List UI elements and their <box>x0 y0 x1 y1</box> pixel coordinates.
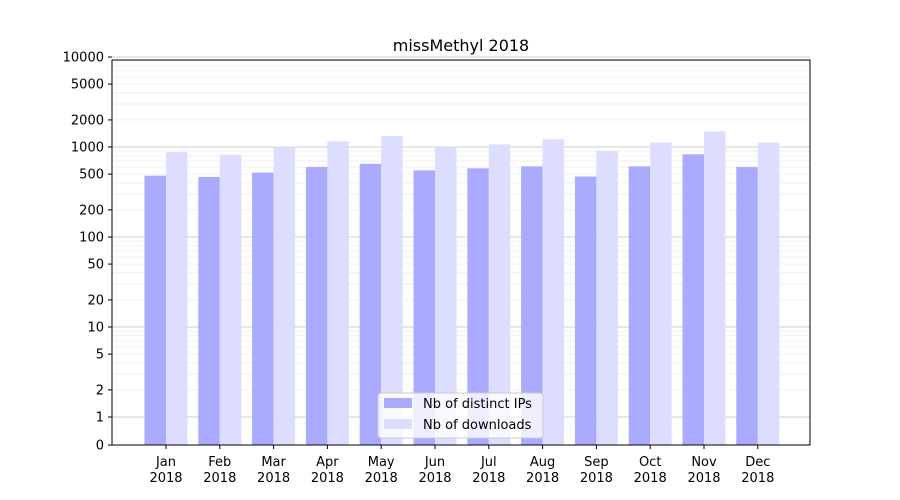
y-tick-label: 5000 <box>71 78 104 93</box>
y-axis: 0 1 2 5 10 20 50 100 200 500 1000 2000 5000 10000 <box>63 51 112 454</box>
y-tick-label: 2 <box>96 383 104 398</box>
bar-downloads <box>273 146 296 445</box>
x-tick-label-month: Oct <box>639 455 661 470</box>
legend: Nb of distinct IPs Nb of downloads <box>377 392 544 439</box>
bar-distinct-ips <box>628 166 651 445</box>
bar-distinct-ips <box>574 176 597 445</box>
x-tick-label-year: 2018 <box>257 471 290 486</box>
bar-distinct-ips <box>467 168 489 445</box>
y-tick-label: 1000 <box>71 141 104 156</box>
bar-distinct-ips <box>682 154 704 446</box>
x-tick-label-year: 2018 <box>311 471 344 486</box>
bar-downloads <box>219 154 242 445</box>
legend-swatch-distinct-ips <box>384 398 412 408</box>
x-tick-label-month: Jul <box>480 455 497 470</box>
legend-box <box>377 392 544 439</box>
bar-downloads <box>435 146 457 445</box>
bar-distinct-ips <box>736 166 758 446</box>
bar-downloads <box>596 151 618 446</box>
bar-distinct-ips <box>359 163 382 445</box>
x-tick-label-year: 2018 <box>472 471 505 486</box>
x-tick-label-month: Sep <box>584 455 609 470</box>
bars <box>144 131 780 446</box>
legend-swatch-downloads <box>384 419 412 429</box>
bar-distinct-ips <box>305 166 328 446</box>
plot-frame <box>111 59 811 446</box>
bar-downloads <box>166 151 188 445</box>
x-tick-label-month: Apr <box>316 455 339 470</box>
y-tick-label: 2000 <box>71 113 104 128</box>
y-tick-label: 50 <box>87 258 104 273</box>
bar-downloads <box>327 141 349 445</box>
bar-distinct-ips <box>198 176 220 445</box>
y-tick-label: 20 <box>87 293 104 308</box>
bar-distinct-ips <box>413 170 435 445</box>
bar-distinct-ips <box>252 172 274 445</box>
y-tick-label: 500 <box>79 168 104 183</box>
legend-label-distinct-ips: Nb of distinct IPs <box>423 397 532 412</box>
y-tick-label: 10 <box>87 321 104 336</box>
x-tick-label-year: 2018 <box>149 471 182 486</box>
bar-downloads <box>488 144 511 445</box>
chart-title: missMethyl 2018 <box>393 36 529 55</box>
bar-downloads <box>704 131 726 445</box>
y-tick-label: 200 <box>79 203 104 218</box>
bar-downloads <box>757 142 780 445</box>
bar-distinct-ips <box>521 166 543 445</box>
y-tick-label: 0 <box>96 439 104 454</box>
bar-downloads <box>650 142 672 445</box>
x-tick-label-year: 2018 <box>418 471 451 486</box>
bar-downloads <box>542 139 565 446</box>
x-tick-label-year: 2018 <box>365 471 398 486</box>
x-tick-label-year: 2018 <box>634 471 667 486</box>
legend-label-downloads: Nb of downloads <box>423 418 532 433</box>
x-tick-label-year: 2018 <box>580 471 613 486</box>
x-tick-label-month: Jun <box>424 455 445 470</box>
bar-downloads <box>381 136 403 445</box>
y-tick-label: 5 <box>96 348 104 363</box>
x-tick-label-month: Dec <box>745 455 770 470</box>
y-tick-label: 1 <box>96 411 104 426</box>
x-tick-label-month: Jan <box>155 455 176 470</box>
x-tick-label-year: 2018 <box>203 471 236 486</box>
x-tick-label-year: 2018 <box>687 471 720 486</box>
x-tick-label-year: 2018 <box>741 471 774 486</box>
x-tick-label-month: May <box>368 455 395 470</box>
x-tick-label-month: Aug <box>530 455 555 470</box>
x-tick-label-month: Mar <box>261 455 286 470</box>
y-tick-label: 100 <box>79 231 104 246</box>
x-axis: Jan2018Feb2018Mar2018Apr2018May2018Jun20… <box>149 445 774 486</box>
y-tick-label: 10000 <box>63 51 104 66</box>
x-tick-label-month: Feb <box>208 455 231 470</box>
bar-distinct-ips <box>144 175 166 445</box>
x-tick-label-year: 2018 <box>526 471 559 486</box>
x-tick-label-month: Nov <box>691 455 717 470</box>
